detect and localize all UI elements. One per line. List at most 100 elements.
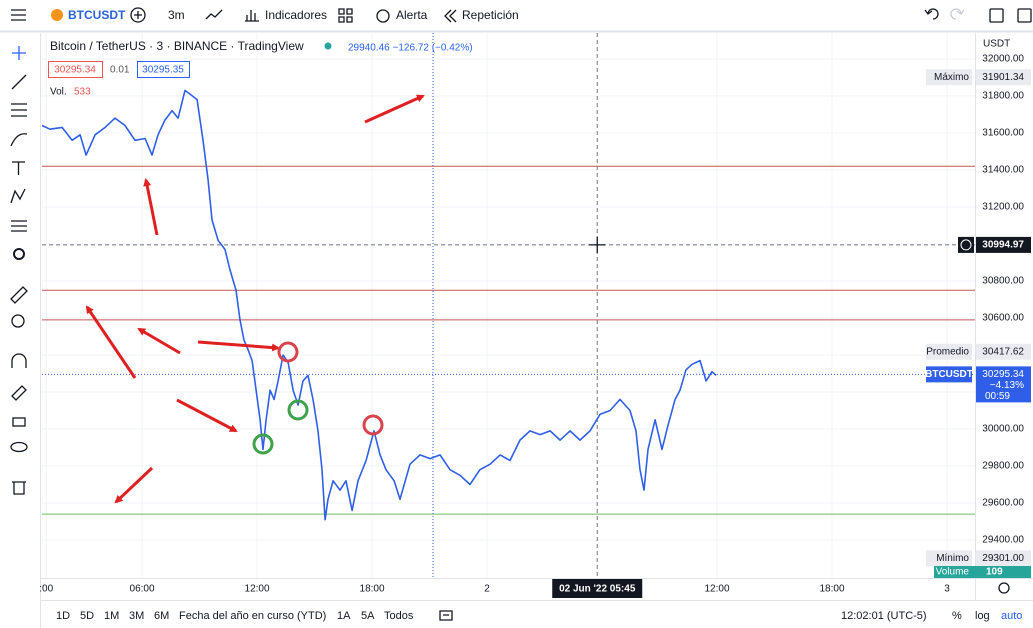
arrow bbox=[85, 305, 137, 379]
price-label-name: Promedio bbox=[926, 346, 969, 357]
volume-badge-value: 109 bbox=[986, 567, 1003, 578]
price-line bbox=[41, 89, 717, 521]
alert-icon bbox=[376, 9, 390, 23]
grid bbox=[42, 33, 975, 578]
price-label-value: 30417.62 bbox=[982, 346, 1024, 357]
zoom-tool[interactable] bbox=[11, 314, 25, 328]
lock-draw-tool[interactable] bbox=[11, 385, 27, 401]
y-tick-label: 31600.00 bbox=[982, 128, 1024, 139]
add-alert-icon bbox=[960, 239, 972, 251]
y-tick-label: 29800.00 bbox=[982, 461, 1024, 472]
price-label-box bbox=[976, 550, 1031, 567]
crosshair-tool[interactable] bbox=[12, 46, 26, 60]
x-tick-label: 18:00 bbox=[360, 584, 385, 595]
chart-title: Bitcoin / TetherUS · 3 · BINANCE · Tradi… bbox=[50, 39, 304, 53]
y-tick-label: 30600.00 bbox=[982, 313, 1024, 324]
shapes-tool[interactable] bbox=[13, 248, 25, 260]
goto-date-icon[interactable] bbox=[439, 610, 453, 621]
x-tick-label: 12:00 bbox=[705, 584, 730, 595]
lock-tool[interactable] bbox=[12, 417, 26, 427]
price-label-value: 31901.34 bbox=[982, 72, 1024, 83]
log-toggle[interactable]: log bbox=[975, 610, 990, 622]
currency: USDT bbox=[983, 39, 1010, 50]
volume-value: 533 bbox=[74, 87, 91, 98]
countdown: 00:59 bbox=[985, 391, 1010, 402]
volume-badge-box bbox=[934, 566, 1031, 578]
range-button[interactable]: 5D bbox=[80, 610, 94, 622]
range-button[interactable]: Todos bbox=[384, 610, 414, 622]
replay-icon bbox=[444, 9, 457, 23]
pattern-tool[interactable] bbox=[10, 188, 26, 204]
trendline-tool[interactable] bbox=[11, 74, 27, 90]
alert[interactable]: Alerta bbox=[396, 8, 428, 22]
chart-type-icon[interactable] bbox=[205, 9, 223, 20]
range-button[interactable]: 6M bbox=[154, 610, 169, 622]
layout-icon[interactable] bbox=[1017, 8, 1032, 23]
buy-price: 30295.35 bbox=[142, 65, 184, 76]
compare-icon[interactable] bbox=[130, 7, 146, 23]
menu-icon[interactable] bbox=[11, 9, 26, 21]
marker-circles bbox=[252, 341, 384, 455]
add-alert-box[interactable] bbox=[958, 236, 974, 253]
arrow bbox=[137, 327, 181, 355]
fullscreen-icon[interactable] bbox=[989, 8, 1004, 23]
y-tick-label: 29600.00 bbox=[982, 498, 1024, 509]
arrow bbox=[197, 340, 280, 352]
plot bbox=[41, 33, 975, 578]
crosshair-time: 02 Jun '22 05:45 bbox=[559, 584, 636, 595]
annotations bbox=[85, 94, 425, 504]
arrow bbox=[364, 94, 425, 124]
price-label-name-box bbox=[926, 69, 972, 86]
last-price: 30295.34 bbox=[982, 369, 1024, 380]
x-tick-label: 3 bbox=[944, 584, 950, 595]
brush-tool[interactable] bbox=[10, 133, 28, 147]
undo-icon[interactable] bbox=[924, 8, 939, 20]
x-tick-label: 18:00 bbox=[820, 584, 845, 595]
visibility-tool[interactable] bbox=[10, 441, 28, 453]
price-label-name: Máximo bbox=[934, 72, 969, 83]
sell-price: 30295.34 bbox=[54, 65, 96, 76]
replay[interactable]: Repetición bbox=[462, 8, 519, 22]
measure-tool[interactable] bbox=[10, 286, 28, 304]
buy-box[interactable] bbox=[137, 61, 190, 78]
y-tick-label: 31800.00 bbox=[982, 91, 1024, 102]
fib-tool[interactable] bbox=[11, 103, 27, 117]
y-tick-label: 29400.00 bbox=[982, 535, 1024, 546]
y-tick-label: 30000.00 bbox=[982, 424, 1024, 435]
red-circle bbox=[277, 341, 299, 363]
y-tick-label: 32000.00 bbox=[982, 54, 1024, 65]
range-button[interactable]: 3M bbox=[129, 610, 144, 622]
axes: 32000.00 31800.00 31600.00 31400.00 31200.00… bbox=[39, 54, 1031, 598]
left-toolbar bbox=[10, 33, 41, 628]
x-tick-label: 12:00 bbox=[245, 584, 270, 595]
range-button[interactable]: 1D bbox=[56, 610, 70, 622]
arrow bbox=[114, 466, 154, 504]
trash-tool[interactable] bbox=[12, 481, 26, 495]
templates-icon[interactable] bbox=[338, 8, 353, 23]
y-tick-label: 31200.00 bbox=[982, 202, 1024, 213]
top-toolbar: BTCUSDT 3m Indicadores Alerta Repetición bbox=[0, 7, 1033, 33]
sell-box[interactable] bbox=[48, 61, 103, 78]
indicators[interactable]: Indicadores bbox=[265, 8, 327, 22]
magnet-tool[interactable] bbox=[11, 353, 27, 368]
clock: 12:02:01 (UTC-5) bbox=[841, 610, 927, 622]
prediction-tool[interactable] bbox=[11, 220, 27, 232]
settings-icon[interactable] bbox=[998, 582, 1010, 594]
symbol[interactable]: BTCUSDT bbox=[68, 8, 126, 22]
range-button[interactable]: 1A bbox=[337, 610, 351, 622]
range-button[interactable]: 1M bbox=[104, 610, 119, 622]
range-button[interactable]: Fecha del año en curso (YTD) bbox=[179, 610, 326, 622]
price-label-name-box bbox=[926, 550, 972, 567]
text-tool[interactable] bbox=[12, 161, 25, 175]
range-button[interactable]: 5A bbox=[361, 610, 375, 622]
auto-toggle[interactable]: auto bbox=[1001, 610, 1022, 622]
coin-icon bbox=[51, 9, 63, 21]
interval[interactable]: 3m bbox=[168, 8, 185, 22]
red-circle bbox=[362, 414, 384, 436]
bottom-bar: 12:02:01 (UTC-5) % log auto 1D 5D 1M 3M 6M Fe… bbox=[56, 582, 1022, 622]
percent-toggle[interactable]: % bbox=[952, 610, 962, 622]
price-label-box bbox=[976, 69, 1031, 86]
redo-icon[interactable] bbox=[950, 8, 965, 20]
